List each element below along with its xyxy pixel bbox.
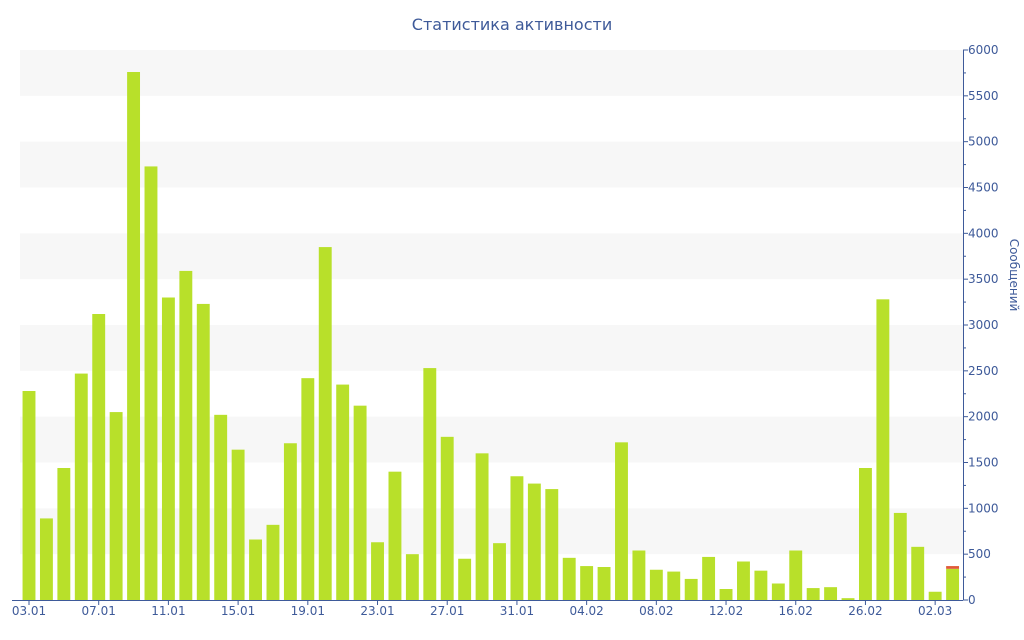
bar [127,72,141,600]
bar [649,569,663,600]
bar [667,571,681,600]
chart-title: Статистика активности [411,15,613,34]
grid-band [20,508,963,555]
bar [946,568,960,600]
bar [301,378,315,600]
bar [179,270,193,600]
y-axis-title: Сообщений [1007,239,1021,312]
bar [928,591,942,600]
bar [684,578,698,600]
x-tick-label: 16.02 [779,604,813,618]
bar [475,453,489,600]
bar [214,414,228,600]
grid-band [20,50,963,96]
x-tick-label: 19.01 [291,604,325,618]
bar [109,412,123,600]
bar [510,476,524,600]
bar [92,314,106,600]
x-tick-label: 26.02 [848,604,882,618]
bar [545,489,559,600]
y-tick-label: 3500 [968,272,999,286]
grid-band [20,141,963,188]
x-tick-label: 04.02 [569,604,603,618]
bar [632,550,646,600]
x-tick-label: 03.01 [12,604,46,618]
bar [806,588,820,600]
bar [893,512,907,600]
bar [144,166,158,601]
bar [580,566,594,600]
bar [353,405,367,600]
x-tick-label: 11.01 [151,604,185,618]
y-tick-label: 4500 [968,181,999,195]
bar [423,368,437,600]
y-tick-label: 500 [968,547,991,561]
bar [74,373,88,600]
bar [231,449,245,600]
bar [196,303,210,600]
bar [161,297,175,600]
bar [249,539,262,600]
bar [318,247,332,600]
y-tick-label: 1500 [968,456,999,470]
bar [719,589,733,600]
bar [405,554,419,600]
x-tick-label: 02.03 [918,604,952,618]
bar [527,483,541,600]
y-tick-label: 3000 [968,318,999,332]
bar [702,556,716,600]
x-tick-label: 08.02 [639,604,673,618]
bar [615,442,628,600]
x-tick-label: 15.01 [221,604,255,618]
x-tick-label: 23.01 [360,604,394,618]
bar [789,550,803,600]
bar [440,436,454,600]
bar [824,587,838,600]
x-tick-label: 07.01 [82,604,116,618]
bar-segment-top [946,566,960,569]
bar [737,561,750,600]
bar [911,546,925,600]
bar [771,583,785,600]
bar [39,518,53,600]
y-tick-label: 1000 [968,501,999,515]
bar [841,598,855,600]
x-tick-label: 31.01 [500,604,534,618]
bar [388,471,402,600]
y-tick-label: 4000 [968,226,999,240]
y-tick-label: 6000 [968,43,999,57]
y-tick-label: 2500 [968,364,999,378]
bar [754,570,768,600]
bar [336,384,350,600]
x-tick-label: 27.01 [430,604,464,618]
bar [283,443,297,600]
y-tick-label: 0 [968,593,976,607]
bar [597,567,611,600]
bar [493,543,506,600]
bar [57,468,71,600]
grid-band [20,416,963,463]
grid-band [20,325,963,371]
bar [458,558,472,600]
x-tick-label: 12.02 [709,604,743,618]
bar [876,299,890,600]
bar [22,391,36,600]
y-tick-label: 2000 [968,410,999,424]
bar [266,524,280,600]
bar [859,468,872,600]
bar [562,557,576,600]
bar [371,542,384,600]
y-tick-label: 5500 [968,89,999,103]
y-tick-label: 5000 [968,135,999,149]
grid-band [20,233,963,280]
